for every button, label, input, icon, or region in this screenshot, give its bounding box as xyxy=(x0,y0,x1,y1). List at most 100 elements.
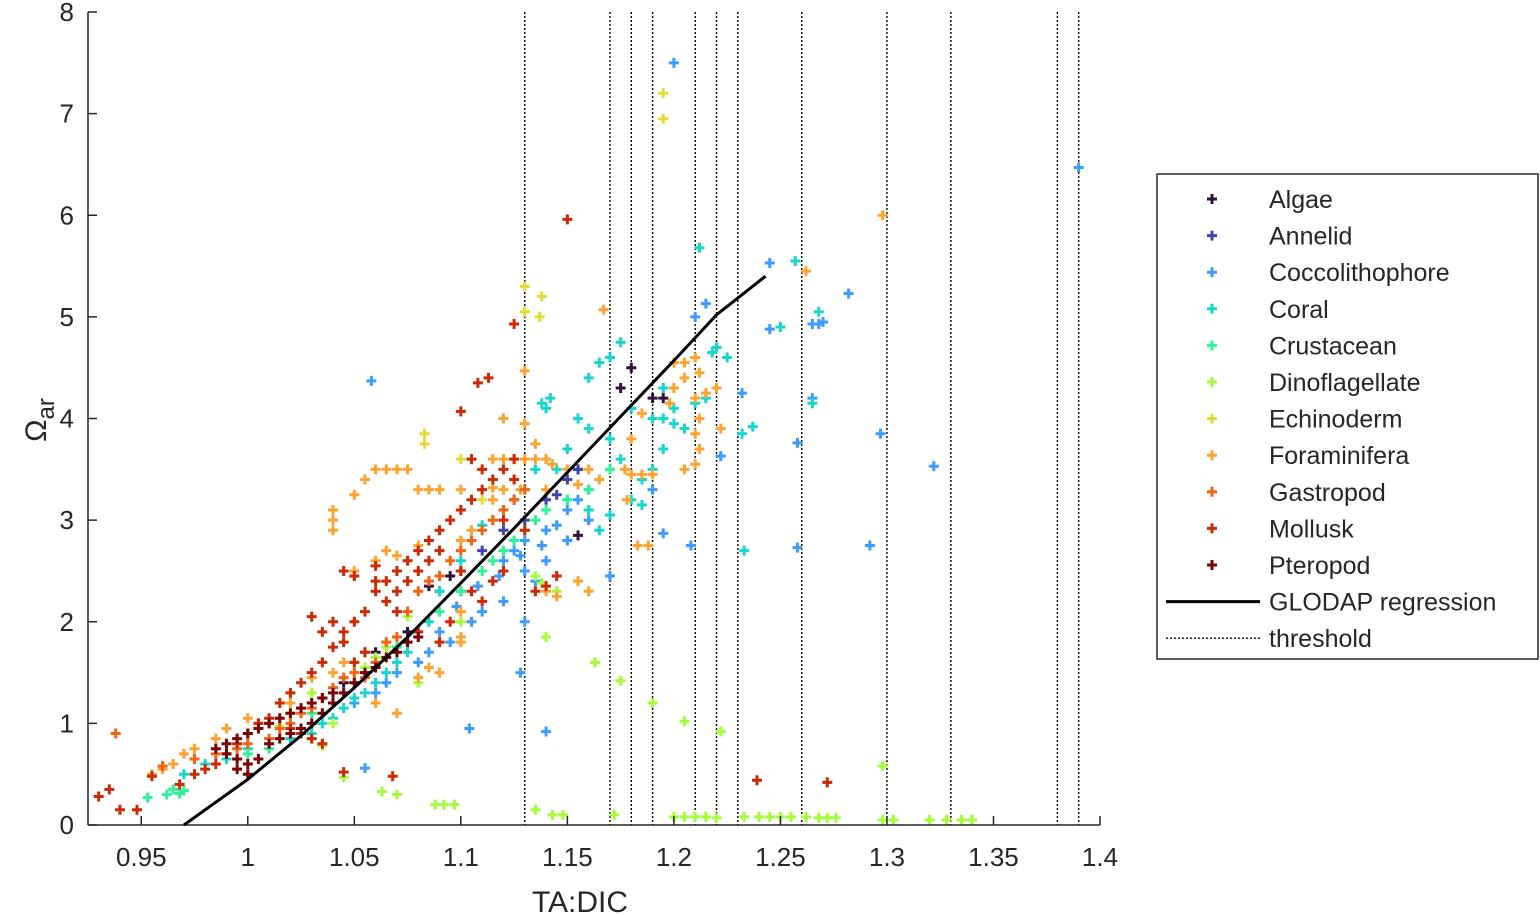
x-axis-label: TA:DIC xyxy=(532,886,628,915)
data-point xyxy=(423,555,434,566)
data-point xyxy=(562,494,573,505)
data-point xyxy=(328,504,339,515)
data-point xyxy=(711,812,722,823)
data-point xyxy=(551,464,562,475)
legend-item-gastropod: Gastropod xyxy=(1207,479,1386,507)
data-point xyxy=(519,365,530,376)
data-point xyxy=(737,428,748,439)
data-point xyxy=(477,565,488,576)
data-point xyxy=(877,210,888,221)
data-point xyxy=(242,738,253,749)
data-point xyxy=(455,606,466,617)
data-point xyxy=(455,406,466,417)
data-point xyxy=(509,318,520,329)
legend-label: Dinoflagellate xyxy=(1269,369,1421,397)
data-point xyxy=(434,571,445,582)
data-point xyxy=(210,743,221,754)
data-point xyxy=(419,428,430,439)
data-point xyxy=(519,281,530,292)
data-point xyxy=(643,540,654,551)
data-point xyxy=(455,565,466,576)
legend-marker xyxy=(1207,303,1217,314)
data-point xyxy=(477,494,488,505)
data-point xyxy=(573,464,584,475)
data-point xyxy=(615,454,626,465)
data-point xyxy=(583,504,594,515)
data-point xyxy=(668,383,679,394)
legend-item-echinoderm: Echinoderm xyxy=(1207,406,1402,434)
data-point xyxy=(619,464,630,475)
data-point xyxy=(434,545,445,556)
data-point xyxy=(754,811,765,822)
data-point xyxy=(419,438,430,449)
series-crustacean xyxy=(142,464,615,803)
data-point xyxy=(604,510,615,521)
data-point xyxy=(274,733,285,744)
data-point xyxy=(483,372,494,383)
legend-marker xyxy=(1207,194,1217,204)
data-point xyxy=(377,786,388,797)
data-point xyxy=(189,769,200,780)
data-point xyxy=(530,515,541,526)
data-point xyxy=(541,504,552,515)
data-point xyxy=(242,759,253,770)
legend-label: Mollusk xyxy=(1269,515,1354,543)
data-point xyxy=(658,528,669,539)
data-point xyxy=(423,484,434,495)
legend-item-dinoflagellate: Dinoflagellate xyxy=(1207,369,1421,397)
data-point xyxy=(594,357,605,368)
data-point xyxy=(700,811,711,822)
data-point xyxy=(679,811,690,822)
data-point xyxy=(168,759,179,770)
data-point xyxy=(466,494,477,505)
legend-label: Crustacean xyxy=(1269,332,1397,360)
data-point xyxy=(626,433,637,444)
data-point xyxy=(583,423,594,434)
data-point xyxy=(221,723,232,734)
data-point xyxy=(161,789,172,800)
data-point xyxy=(487,515,498,526)
data-point xyxy=(956,814,967,825)
data-point xyxy=(174,779,185,790)
data-point xyxy=(370,698,381,709)
data-point xyxy=(285,708,296,719)
data-point xyxy=(274,698,285,709)
x-tick-label: 1.15 xyxy=(542,842,593,872)
legend-marker xyxy=(1207,486,1217,497)
x-tick-label: 1.2 xyxy=(656,842,692,872)
x-tick-label: 1.35 xyxy=(968,842,1019,872)
data-point xyxy=(381,576,392,587)
data-point xyxy=(830,812,841,823)
data-point xyxy=(466,616,477,627)
data-point xyxy=(509,474,520,485)
legend-marker xyxy=(1207,340,1217,351)
data-point xyxy=(466,525,477,536)
data-point xyxy=(573,479,584,490)
data-point xyxy=(807,398,818,409)
data-point xyxy=(306,733,317,744)
legend: Algae Annelid Coccolithophore Coral Crustace… xyxy=(1156,173,1539,660)
data-point xyxy=(541,555,552,566)
data-point xyxy=(338,565,349,576)
data-point xyxy=(142,792,153,803)
data-point xyxy=(690,393,701,404)
svg-text:Ωar: Ωar xyxy=(20,398,60,442)
data-point xyxy=(317,718,328,729)
data-point xyxy=(775,322,786,333)
data-point xyxy=(402,464,413,475)
data-point xyxy=(636,499,647,510)
data-point xyxy=(477,545,488,556)
data-point xyxy=(349,571,360,582)
data-point xyxy=(1073,162,1084,173)
legend-marker xyxy=(1207,267,1217,278)
data-point xyxy=(530,571,541,582)
data-point xyxy=(296,677,307,688)
data-point xyxy=(498,515,509,526)
data-point xyxy=(328,515,339,526)
data-point xyxy=(338,767,349,778)
data-point xyxy=(737,388,748,399)
legend-item-pteropod: Pteropod xyxy=(1207,552,1370,580)
data-point xyxy=(694,443,705,454)
data-point xyxy=(573,494,584,505)
